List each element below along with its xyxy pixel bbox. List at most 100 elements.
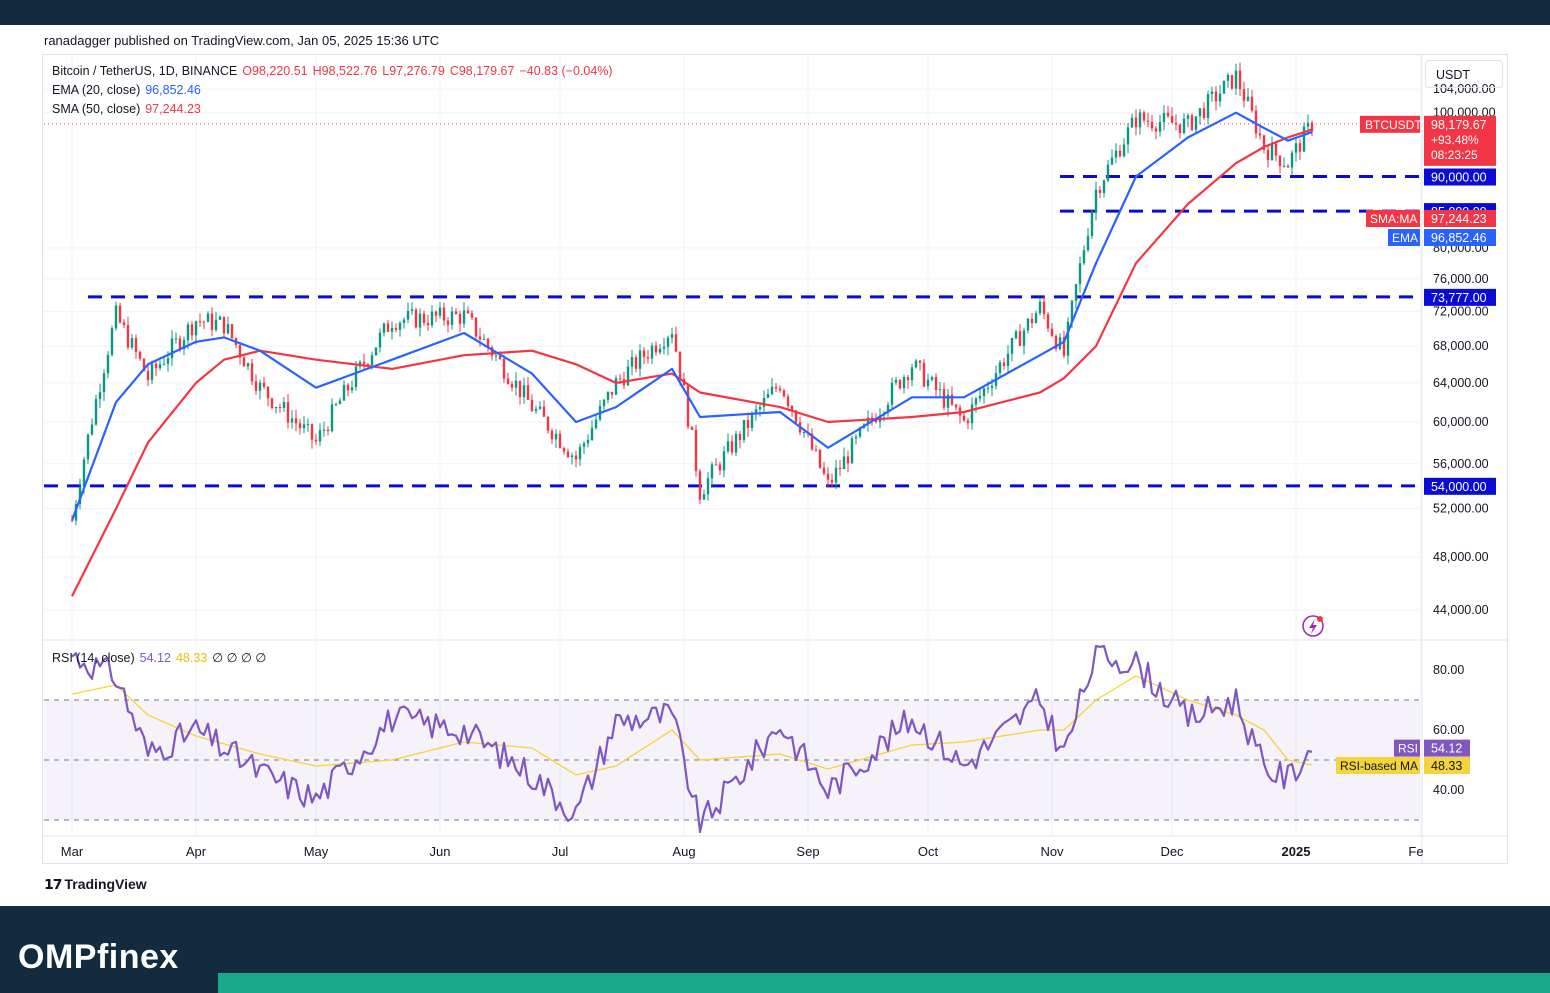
- candle-body: [626, 366, 630, 386]
- candle-body: [1258, 133, 1262, 136]
- candle-body: [642, 350, 646, 358]
- candle-body: [438, 307, 442, 316]
- candle-body: [266, 386, 270, 399]
- ema-legend: EMA (20, close) 96,852.46: [52, 83, 206, 97]
- candle-body: [1010, 338, 1014, 354]
- level-price-tag: [1424, 288, 1496, 306]
- candle-body: [754, 409, 758, 414]
- candle-body: [566, 451, 570, 458]
- symbol-legend: Bitcoin / TetherUS, 1D, BINANCE O98,220.5…: [52, 64, 618, 78]
- candle-body: [1198, 108, 1202, 117]
- candle-body: [246, 363, 250, 367]
- candle-body: [138, 351, 142, 359]
- candle-body: [586, 439, 590, 444]
- candle-body: [418, 313, 422, 328]
- candle-body: [1082, 250, 1086, 264]
- candle-body: [206, 313, 210, 322]
- candle-body: [330, 404, 334, 432]
- candle-body: [914, 360, 918, 368]
- candle-body: [502, 359, 506, 379]
- candle-body: [946, 394, 950, 408]
- candle-body: [666, 337, 670, 347]
- candle-body: [962, 415, 966, 421]
- candle-body: [986, 387, 990, 389]
- level-price-tag: [1424, 477, 1496, 495]
- candle-body: [370, 355, 374, 366]
- candle-body: [274, 407, 278, 409]
- candle-body: [670, 334, 674, 338]
- candle-body: [458, 313, 462, 324]
- sma-50-line: [71, 128, 1313, 597]
- candle-body: [146, 371, 150, 381]
- rsi-extra: ∅ ∅ ∅ ∅: [212, 651, 267, 665]
- candle-body: [510, 383, 514, 388]
- lightning-bolt-icon: [1309, 619, 1317, 634]
- candle-body: [698, 471, 702, 500]
- candle-body: [1130, 117, 1134, 128]
- candle-body: [1298, 143, 1302, 152]
- candle-body: [718, 464, 722, 471]
- candle-body: [1022, 330, 1026, 346]
- candle-body: [1126, 127, 1130, 145]
- candle-body: [110, 328, 114, 355]
- candle-body: [874, 419, 878, 423]
- candle-body: [554, 433, 558, 440]
- candle-body: [158, 364, 162, 369]
- tradingview-text: TradingView: [64, 876, 147, 892]
- symbol-title: Bitcoin / TetherUS, 1D, BINANCE: [52, 64, 238, 78]
- candle-body: [650, 345, 654, 359]
- candle-body: [286, 402, 290, 423]
- candle-body: [434, 311, 438, 316]
- candle-body: [942, 389, 946, 408]
- candle-body: [978, 395, 982, 399]
- candle-body: [142, 358, 146, 372]
- candle-body: [1054, 336, 1058, 349]
- candle-body: [974, 398, 978, 405]
- rsi-ma-name-text: RSI-based MA: [1340, 759, 1418, 773]
- candle-body: [182, 340, 186, 350]
- candle-body: [1194, 116, 1198, 130]
- candle-body: [190, 324, 194, 336]
- candle-body: [1146, 120, 1150, 122]
- candle-body: [422, 313, 426, 323]
- candle-body: [394, 328, 398, 330]
- candle-body: [454, 311, 458, 314]
- candle-body: [722, 451, 726, 471]
- candle-body: [470, 313, 474, 318]
- candle-body: [646, 357, 650, 359]
- currency-selector[interactable]: USDT: [1425, 60, 1503, 88]
- price-tick-label: 48,000.00: [1433, 550, 1489, 564]
- candle-body: [1158, 122, 1162, 132]
- candle-body: [1090, 211, 1094, 236]
- candle-body: [546, 416, 550, 431]
- candle-body: [1238, 70, 1242, 90]
- rsi-tick-label: 40.00: [1433, 783, 1464, 797]
- close-value: C98,179.67: [449, 64, 515, 78]
- candle-body: [214, 319, 218, 330]
- ema-value: 96,852.46: [145, 83, 201, 97]
- candle-body: [1118, 150, 1122, 157]
- candle-body: [686, 385, 690, 427]
- sma-value-tag: [1424, 210, 1496, 227]
- time-tick-label: Fe: [1408, 844, 1423, 859]
- rsi-name-tag: [1394, 739, 1420, 757]
- candle-body: [1266, 149, 1270, 161]
- candle-body: [638, 350, 642, 369]
- candle-body: [254, 381, 258, 391]
- candle-body: [850, 438, 854, 464]
- candle-body: [538, 406, 542, 409]
- candle-body: [230, 324, 234, 339]
- sma-name-text: SMA:MA: [1370, 212, 1417, 226]
- candle-body: [402, 319, 406, 323]
- candle-body: [170, 338, 174, 359]
- candle-body: [1262, 135, 1266, 150]
- candle-body: [1162, 112, 1166, 123]
- low-value: L97,276.79: [382, 64, 445, 78]
- candle-body: [1014, 331, 1018, 339]
- candle-body: [738, 433, 742, 441]
- candle-body: [894, 380, 898, 383]
- candle-body: [378, 332, 382, 348]
- price-tick-label: 68,000.00: [1433, 339, 1489, 353]
- time-tick-label: Jul: [552, 844, 569, 859]
